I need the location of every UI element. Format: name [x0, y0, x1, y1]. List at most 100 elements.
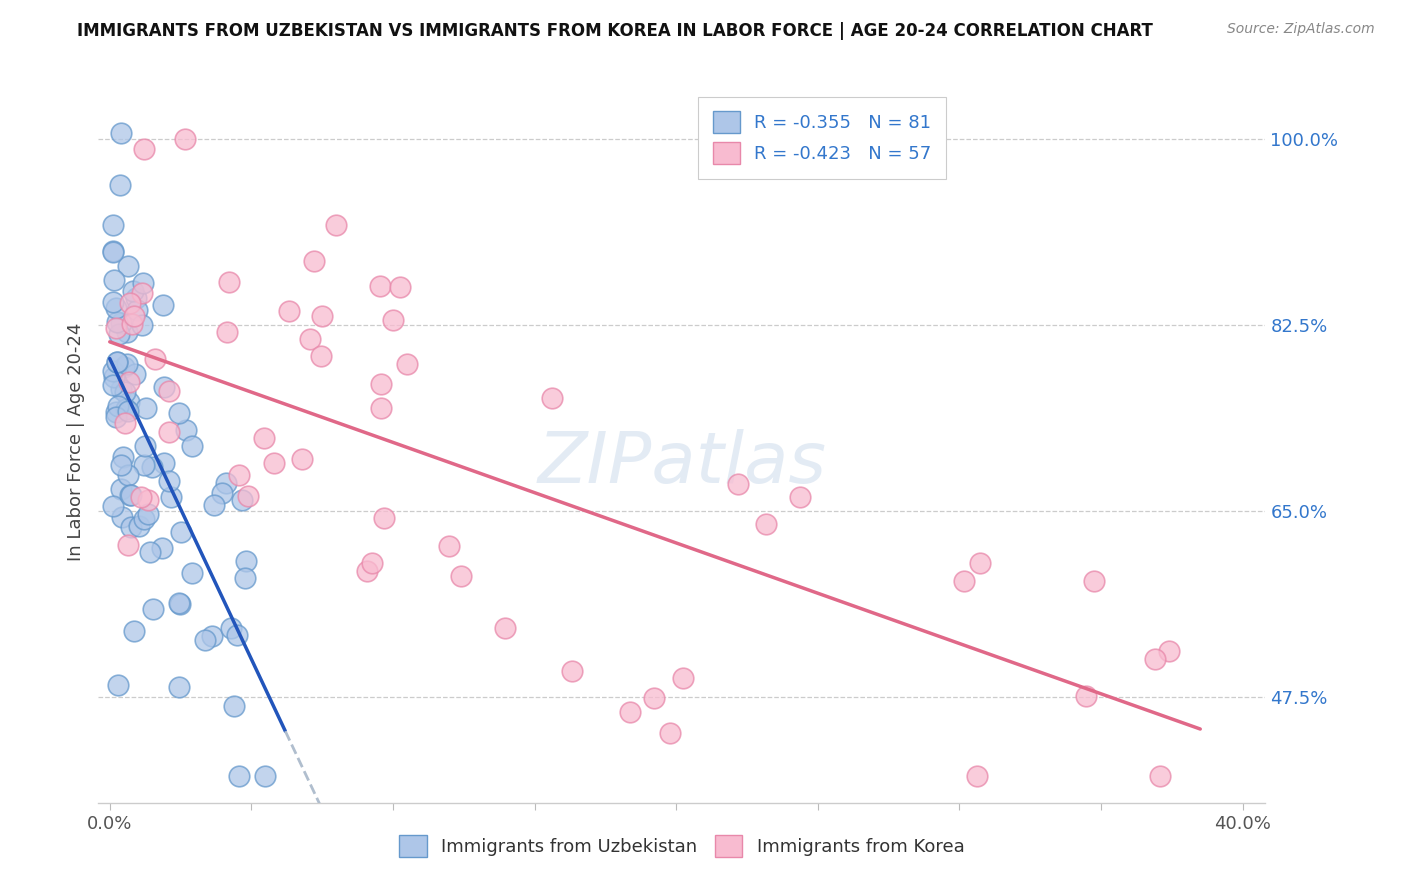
Point — [114, 385, 136, 400]
Point — [278, 304, 301, 318]
Point — [101, 295, 124, 310]
Point — [107, 326, 129, 341]
Point — [118, 395, 141, 409]
Point — [170, 524, 193, 539]
Point — [439, 539, 461, 553]
Point — [110, 127, 132, 141]
Legend: Immigrants from Uzbekistan, Immigrants from Korea: Immigrants from Uzbekistan, Immigrants f… — [391, 826, 973, 866]
Point — [111, 509, 134, 524]
Point — [325, 218, 347, 232]
Point — [107, 355, 129, 369]
Point — [107, 678, 129, 692]
Point — [159, 490, 181, 504]
Point — [789, 491, 811, 505]
Point — [540, 391, 562, 405]
Point — [103, 273, 125, 287]
Point — [309, 350, 332, 364]
Text: Source: ZipAtlas.com: Source: ZipAtlas.com — [1227, 22, 1375, 37]
Point — [125, 291, 148, 305]
Point — [101, 364, 124, 378]
Point — [101, 245, 124, 260]
Point — [370, 401, 392, 415]
Point — [215, 476, 238, 491]
Point — [131, 490, 153, 504]
Point — [139, 544, 162, 558]
Point — [370, 376, 392, 391]
Point — [361, 556, 384, 570]
Point — [131, 318, 153, 332]
Point — [132, 142, 155, 156]
Point — [110, 482, 132, 496]
Point — [167, 406, 190, 420]
Point — [211, 486, 233, 500]
Point — [1149, 769, 1171, 783]
Point — [966, 769, 988, 783]
Point — [117, 467, 139, 482]
Point — [143, 352, 166, 367]
Point — [115, 325, 138, 339]
Point — [152, 298, 174, 312]
Point — [304, 254, 326, 268]
Point — [105, 405, 128, 419]
Point — [952, 574, 974, 589]
Point — [115, 402, 138, 417]
Point — [167, 680, 190, 694]
Point — [1157, 644, 1180, 658]
Point — [311, 309, 333, 323]
Point — [136, 493, 159, 508]
Point — [450, 569, 472, 583]
Point — [122, 624, 145, 638]
Point — [225, 628, 247, 642]
Point — [658, 725, 681, 739]
Point — [643, 691, 665, 706]
Point — [117, 404, 139, 418]
Point — [118, 296, 141, 310]
Point — [105, 315, 128, 329]
Point — [157, 425, 180, 439]
Point — [201, 629, 224, 643]
Point — [222, 698, 245, 713]
Point — [561, 665, 583, 679]
Point — [105, 409, 128, 424]
Point — [755, 517, 778, 532]
Point — [356, 565, 378, 579]
Point — [105, 301, 128, 315]
Point — [218, 275, 240, 289]
Point — [141, 459, 163, 474]
Point — [169, 597, 191, 611]
Point — [134, 439, 156, 453]
Point — [150, 541, 173, 556]
Point — [120, 488, 142, 502]
Point — [135, 401, 157, 415]
Point — [105, 354, 128, 368]
Point — [112, 360, 135, 375]
Point — [110, 458, 132, 473]
Point — [115, 357, 138, 371]
Point — [157, 384, 180, 398]
Point — [253, 431, 276, 445]
Point — [174, 132, 197, 146]
Point — [235, 571, 257, 585]
Point — [373, 510, 395, 524]
Point — [101, 499, 124, 513]
Point — [103, 369, 125, 384]
Point — [101, 218, 124, 232]
Point — [1083, 574, 1105, 588]
Point — [388, 280, 411, 294]
Point — [134, 458, 156, 472]
Point — [108, 178, 131, 192]
Point — [672, 671, 695, 685]
Point — [112, 450, 135, 465]
Point — [101, 244, 124, 259]
Point — [194, 632, 217, 647]
Point — [107, 399, 129, 413]
Point — [132, 277, 155, 291]
Point — [110, 317, 132, 331]
Point — [1074, 689, 1097, 703]
Point — [153, 380, 176, 394]
Point — [291, 451, 314, 466]
Text: ZIPatlas: ZIPatlas — [537, 429, 827, 498]
Point — [368, 279, 391, 293]
Point — [235, 554, 257, 568]
Point — [124, 367, 146, 381]
